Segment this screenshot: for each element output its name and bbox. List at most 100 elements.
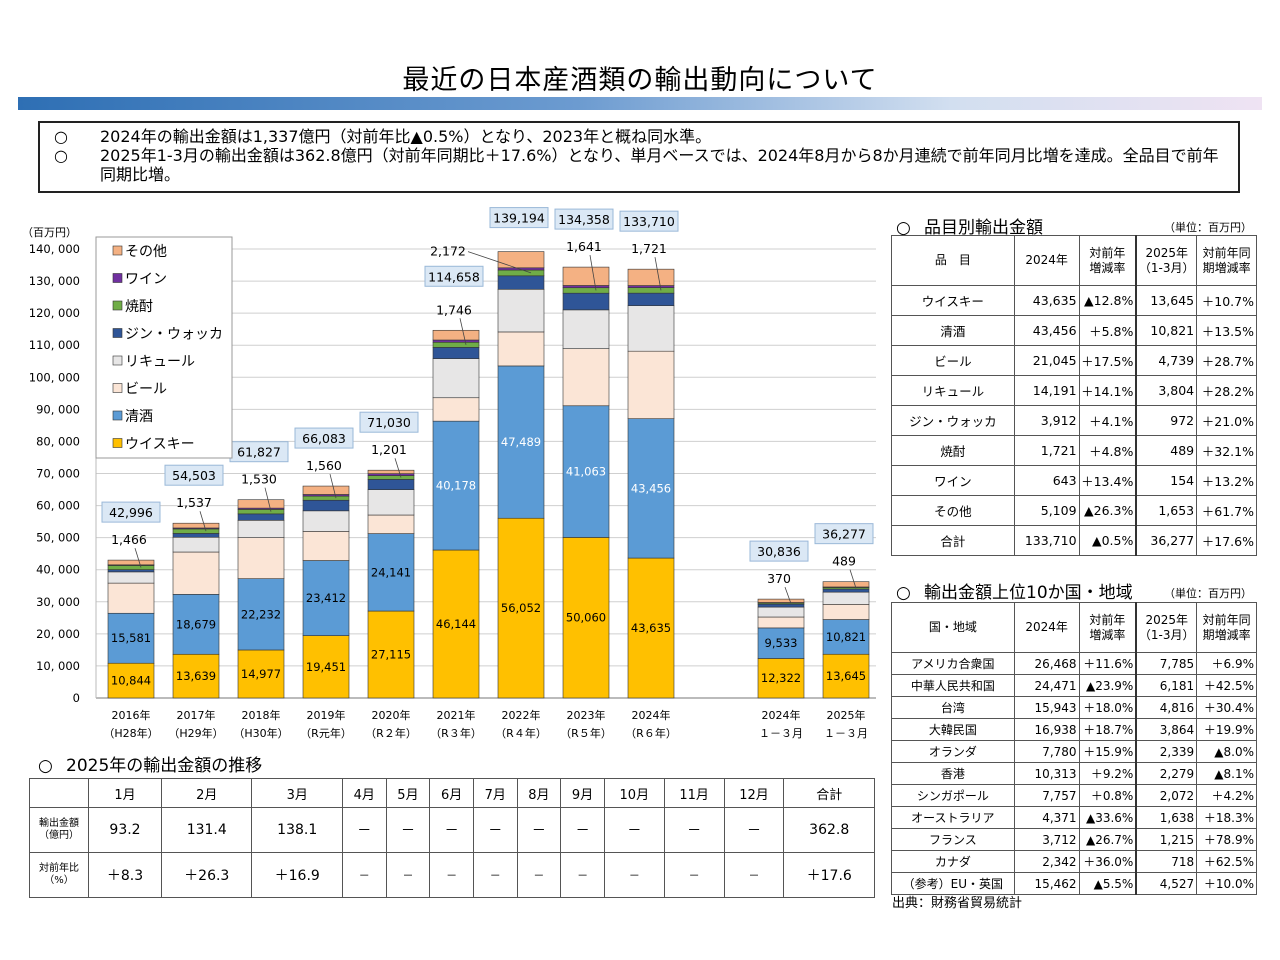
bar-segment [172,536,220,553]
shochu-value-label: 1,537 [176,495,212,510]
monthly-amount-row: 輸出金額 （億円） 93.2 131.4 138.1 －－－－－－－－－ 362.8 [29,807,875,853]
monthly-table: 1月 2月 3月 4月 5月 6月 7月 8月 9月 10月 11月 12月 合計 輸出金額 （億円） … [29,778,875,898]
summary-line-1: ○ 2024年の輸出金額は1,337億円（対前年比▲0.5%）となり、2023年… [52,127,1228,146]
summary-line-2: ○ 2025年1-3月の輸出金額は362.8億円（対前年同期比＋17.6%）とな… [52,146,1228,184]
bar-segment [627,287,675,294]
category-header-cell: 品 目 [891,235,1015,286]
country-value-cell: ＋18.0% [1078,696,1137,719]
country-value-cell: ＋4.2% [1196,784,1257,807]
legend-swatch [112,300,123,311]
monthly-yoy-row: 対前年比 （%） ＋8.3 ＋26.3 ＋16.9 －－－－－－－－－＋17.6 [29,852,875,898]
x-tick-label: 2022年 [502,708,541,722]
sake-value-label: 18,679 [176,617,216,631]
bar-segment [497,288,545,333]
bar-segment [562,405,610,538]
x-tick-sublabel: （H28年） [103,726,158,740]
monthly-amount-cell: － [472,807,518,853]
total-label-box [164,464,224,486]
category-row: 清酒 43,456 ＋5.8% 10,821 ＋13.5% [891,315,1257,346]
whisky-value-label: 14,977 [241,667,281,681]
country-value-cell: ＋10.0% [1196,872,1257,895]
legend-label: リキュール [125,354,195,370]
country-value-cell: ＋30.4% [1196,696,1257,719]
country-value-cell: ＋18.3% [1196,806,1257,829]
whisky-value-label: 46,144 [436,617,476,631]
country-value-cell: 10,313 [1013,762,1080,785]
x-tick-label: 2024年 [762,708,801,722]
bar-segment [107,559,155,566]
country-value-cell: ＋62.5% [1196,850,1257,873]
category-row: リキュール 14,191 ＋14.1% 3,804 ＋28.2% [891,375,1257,406]
legend-swatch [112,273,123,283]
month-header: 6月 [429,778,474,808]
bar-segment [627,292,675,306]
y-tick-label: 120, 000 [29,306,80,320]
country-value-cell: ▲5.5% [1078,872,1137,895]
whisky-value-label: 13,645 [826,669,866,683]
bar-segment [497,269,545,277]
category-header-text: 期増減率 [1202,260,1251,275]
category-value-cell: ＋61.7% [1196,495,1257,526]
category-value-cell: 10,821 [1135,315,1198,346]
bar-segment [497,517,545,699]
bar-segment [627,305,675,352]
shochu-leader-line [459,318,467,345]
y-tick-label: 0 [73,691,80,705]
monthly-yoy-label: 対前年比 （%） [29,852,89,898]
bar-segment [172,533,220,538]
bar-segment [562,537,610,699]
heading-circle: ○ [896,583,911,603]
month-header: 合計 [783,778,875,808]
shochu-leader-line [589,255,597,291]
x-tick-label: 2020年 [372,708,411,722]
legend-swatch [112,355,123,366]
bar-segment [367,514,415,534]
category-label-cell: ワイン [891,465,1015,496]
total-label-box [749,540,809,562]
country-value-cell: 2,072 [1135,784,1198,807]
monthly-yoy-cell: － [560,852,605,898]
x-tick-sublabel: （R元年） [300,726,352,740]
x-tick-sublabel: （R３年） [430,726,482,740]
category-value-cell: 21,045 [1013,345,1080,376]
total-label-box [101,501,161,523]
shochu-leader-line [654,257,662,291]
bar-segment [237,513,285,521]
category-header-text: 品 目 [934,253,971,267]
whisky-value-label: 50,060 [566,611,606,625]
month-header: 9月 [560,778,605,808]
total-label-box [359,411,419,433]
summary-text-2: 2025年1-3月の輸出金額は362.8億円（対前年同期比＋17.6%）となり、… [100,146,1219,184]
shochu-value-label: 370 [767,571,791,586]
country-header-text: 期増減率 [1202,627,1251,642]
total-value-label: 61,827 [237,445,281,460]
whisky-value-label: 13,639 [176,669,216,683]
monthly-yoy-cell: － [472,852,518,898]
legend-label: ワイン [125,272,167,288]
country-value-cell: 26,468 [1013,652,1080,675]
total-label-box [619,210,679,232]
bar-segment [562,266,610,286]
country-value-cell: 4,527 [1135,872,1198,895]
category-label-cell: リキュール [891,375,1015,406]
bar-segment [107,569,155,573]
monthly-amount-cell: － [429,807,474,853]
bar-segment [107,565,155,570]
shochu-leader-line [264,487,272,512]
monthly-heading: ○ 2025年の輸出金額の推移 [38,751,262,776]
category-value-cell: 13,645 [1135,285,1198,316]
country-label-cell: 大韓民国 [891,718,1015,741]
category-value-cell: 972 [1135,405,1198,436]
country-value-cell: ▲26.7% [1078,828,1137,851]
country-label-cell: フランス [891,828,1015,851]
country-label-cell: オーストラリア [891,806,1015,829]
category-label-cell: ウイスキー [891,285,1015,316]
country-header-text: （1-3月） [1138,627,1195,642]
bar-segment [497,365,545,519]
country-value-cell: ＋42.5% [1196,674,1257,697]
legend-label: その他 [125,244,167,260]
total-value-label: 114,658 [428,269,480,284]
legend-swatch [112,410,123,421]
x-tick-label: 2024年 [632,708,671,722]
total-value-label: 71,030 [367,415,411,430]
